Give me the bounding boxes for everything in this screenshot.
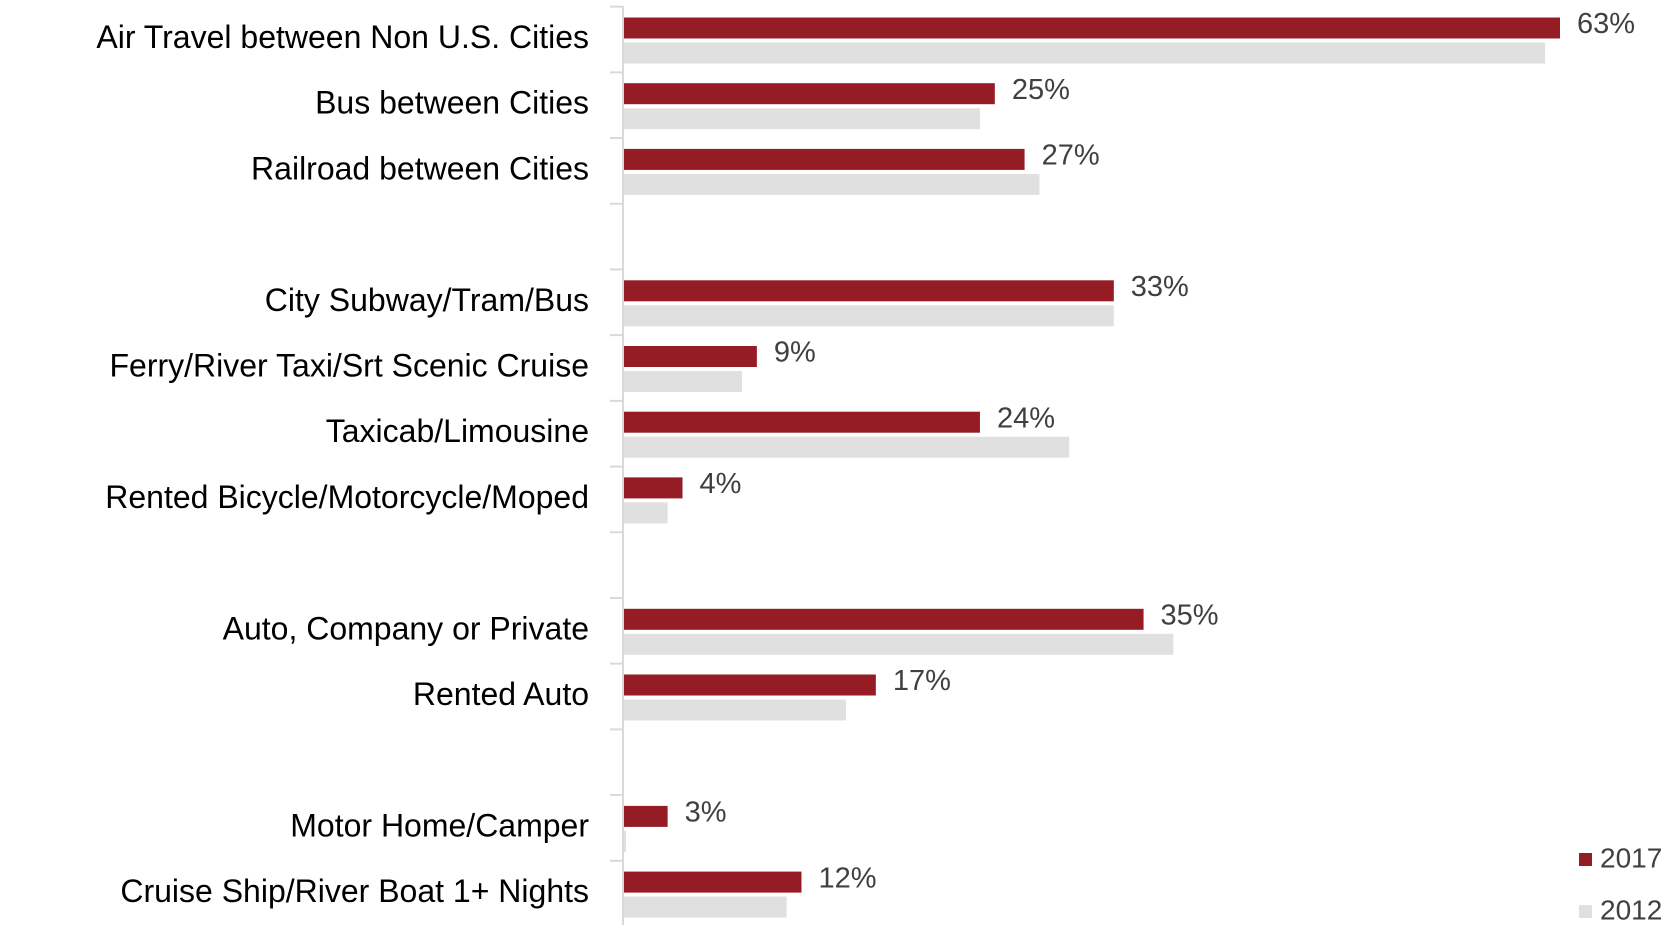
legend-label: 2012 [1600, 894, 1662, 925]
category-label: City Subway/Tram/Bus [265, 282, 589, 318]
value-label: 35% [1161, 599, 1219, 631]
category-label: Motor Home/Camper [290, 807, 589, 843]
bar [624, 108, 980, 130]
bar [624, 477, 683, 499]
bar [624, 674, 876, 696]
value-label: 17% [893, 665, 951, 697]
category-label: Air Travel between Non U.S. Cities [96, 19, 589, 55]
category-label: Taxicab/Limousine [326, 413, 589, 449]
bar [624, 305, 1114, 327]
value-label: 4% [699, 468, 741, 500]
bar [624, 83, 995, 105]
bar [624, 699, 847, 721]
bar [624, 830, 626, 852]
bar [624, 896, 787, 918]
bar [624, 871, 802, 893]
bar [624, 280, 1114, 302]
bar [624, 346, 757, 367]
category-label: Railroad between Cities [251, 150, 589, 186]
category-label: Auto, Company or Private [223, 610, 589, 646]
bar [624, 148, 1025, 170]
legend-label: 2017 [1600, 842, 1662, 873]
category-label: Cruise Ship/River Boat 1+ Nights [120, 873, 589, 909]
value-label: 63% [1577, 8, 1635, 40]
bar [624, 805, 668, 827]
bar [624, 436, 1070, 458]
value-label: 25% [1012, 74, 1070, 106]
value-label: 9% [774, 337, 816, 369]
category-label: Rented Auto [413, 676, 589, 712]
bar [624, 633, 1174, 655]
value-label: 24% [997, 402, 1055, 434]
bar [624, 502, 668, 524]
bar [624, 173, 1040, 195]
legend-swatch [1579, 905, 1592, 918]
value-label: 33% [1131, 271, 1189, 303]
bar [624, 371, 742, 392]
bar [624, 608, 1144, 630]
value-label: 3% [685, 797, 727, 829]
bar [624, 411, 980, 433]
category-label: Rented Bicycle/Motorcycle/Moped [105, 479, 589, 515]
category-label: Ferry/River Taxi/Srt Scenic Cruise [109, 347, 589, 383]
bar [624, 42, 1546, 64]
category-label: Bus between Cities [315, 85, 589, 121]
legend-swatch [1579, 853, 1592, 866]
bar [624, 17, 1560, 39]
value-label: 12% [818, 862, 876, 894]
value-label: 27% [1042, 140, 1100, 172]
